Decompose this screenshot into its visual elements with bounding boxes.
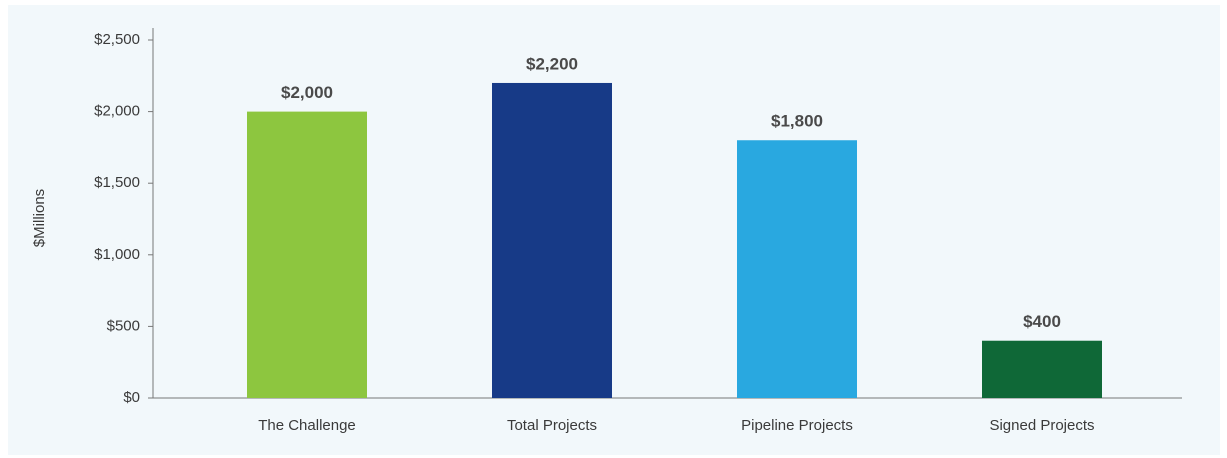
y-tick-label: $1,000 <box>94 246 140 263</box>
y-tick-label: $0 <box>123 389 140 406</box>
value-label: $1,800 <box>771 112 823 131</box>
value-label: $400 <box>1023 312 1061 331</box>
y-tick-label: $2,000 <box>94 103 140 120</box>
y-axis-label: $Millions <box>31 189 48 247</box>
y-tick-label: $500 <box>107 317 140 334</box>
bar <box>492 82 612 399</box>
bar <box>737 140 857 399</box>
y-tick-label: $1,500 <box>94 174 140 191</box>
bar <box>982 340 1102 398</box>
x-tick-label: Signed Projects <box>989 417 1094 434</box>
x-tick-label: Total Projects <box>507 417 597 434</box>
value-label: $2,000 <box>281 83 333 102</box>
value-label: $2,200 <box>526 54 578 73</box>
x-tick-label: Pipeline Projects <box>741 417 853 434</box>
y-tick-label: $2,500 <box>94 31 140 48</box>
x-tick-label: The Challenge <box>258 417 356 434</box>
bar <box>247 111 367 398</box>
